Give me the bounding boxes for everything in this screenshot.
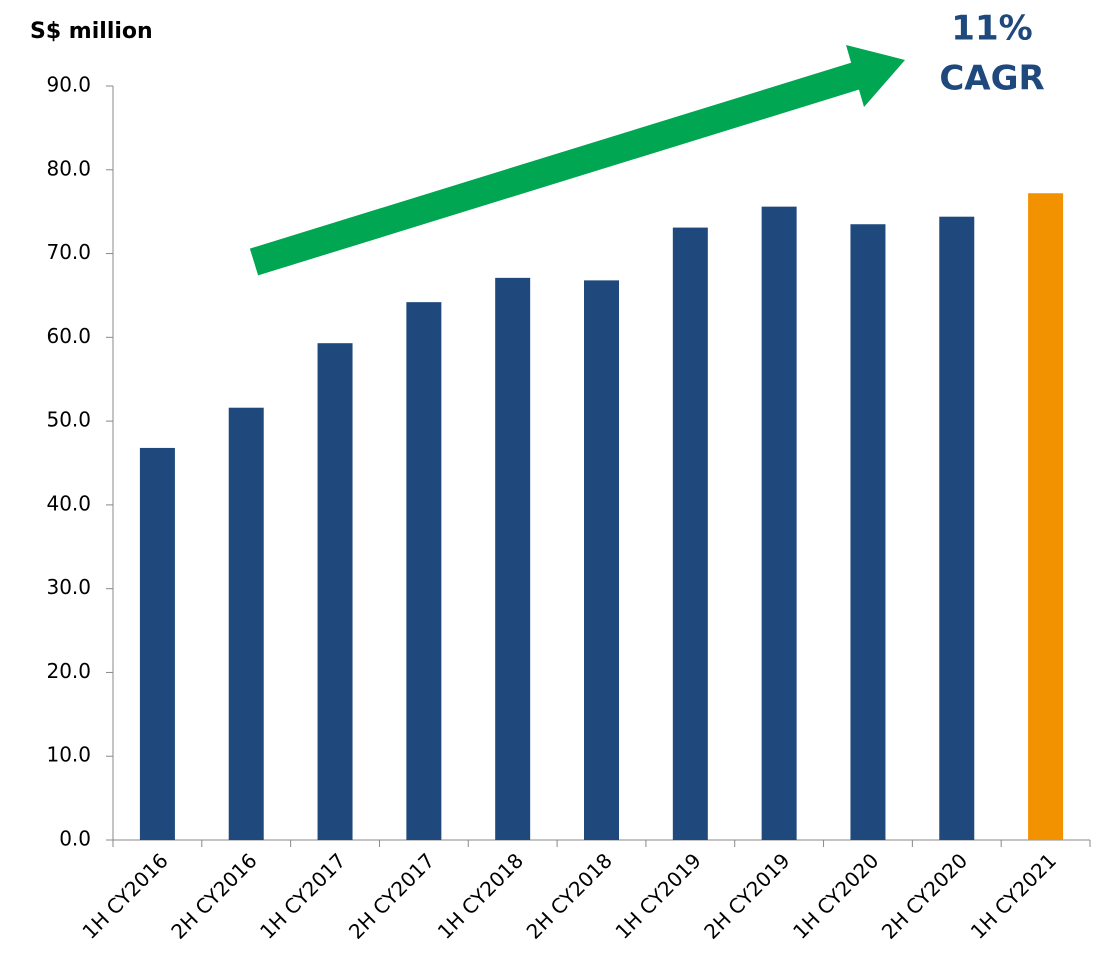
- y-tick-label: 0.0: [59, 827, 91, 851]
- x-tick-label: 2H CY2020: [877, 848, 972, 943]
- bar: [850, 224, 886, 840]
- chart-title: S$ million: [30, 19, 153, 44]
- bar: [584, 280, 619, 840]
- bar: [139, 447, 175, 840]
- bar: [406, 302, 442, 840]
- y-tick-label: 50.0: [46, 408, 91, 432]
- trend-arrow: [249, 45, 905, 276]
- y-tick-label: 30.0: [46, 575, 91, 599]
- x-tick-label: 1H CY2016: [77, 848, 172, 943]
- bar: [495, 277, 531, 841]
- x-tick-label: 2H CY2018: [522, 848, 617, 943]
- y-tick-label: 20.0: [46, 659, 91, 683]
- y-tick-label: 80.0: [46, 156, 91, 180]
- bar: [939, 216, 975, 840]
- x-tick-label: 1H CY2021: [966, 848, 1061, 943]
- bar: [761, 206, 797, 840]
- annotation: 11%: [951, 9, 1032, 49]
- bar: [1028, 193, 1064, 841]
- x-tick-label: 1H CY2017: [255, 848, 350, 943]
- y-tick-label: 40.0: [46, 491, 91, 515]
- x-tick-label: 2H CY2017: [344, 848, 439, 943]
- x-tick-label: 2H CY2016: [166, 848, 261, 943]
- bar: [228, 407, 264, 840]
- annotation: CAGR: [939, 59, 1044, 99]
- bar: [672, 227, 708, 840]
- x-tick-label: 1H CY2019: [610, 848, 705, 943]
- x-tick-label: 1H CY2018: [433, 848, 528, 943]
- x-tick-label: 1H CY2020: [788, 848, 883, 943]
- y-tick-label: 70.0: [46, 240, 91, 264]
- y-tick-label: 60.0: [46, 324, 91, 348]
- arrow-head: [846, 45, 905, 107]
- bar: [317, 343, 353, 840]
- x-tick-label: 2H CY2019: [699, 848, 794, 943]
- y-tick-label: 10.0: [46, 743, 91, 767]
- y-tick-label: 90.0: [46, 73, 91, 97]
- arrow-shaft: [249, 60, 867, 276]
